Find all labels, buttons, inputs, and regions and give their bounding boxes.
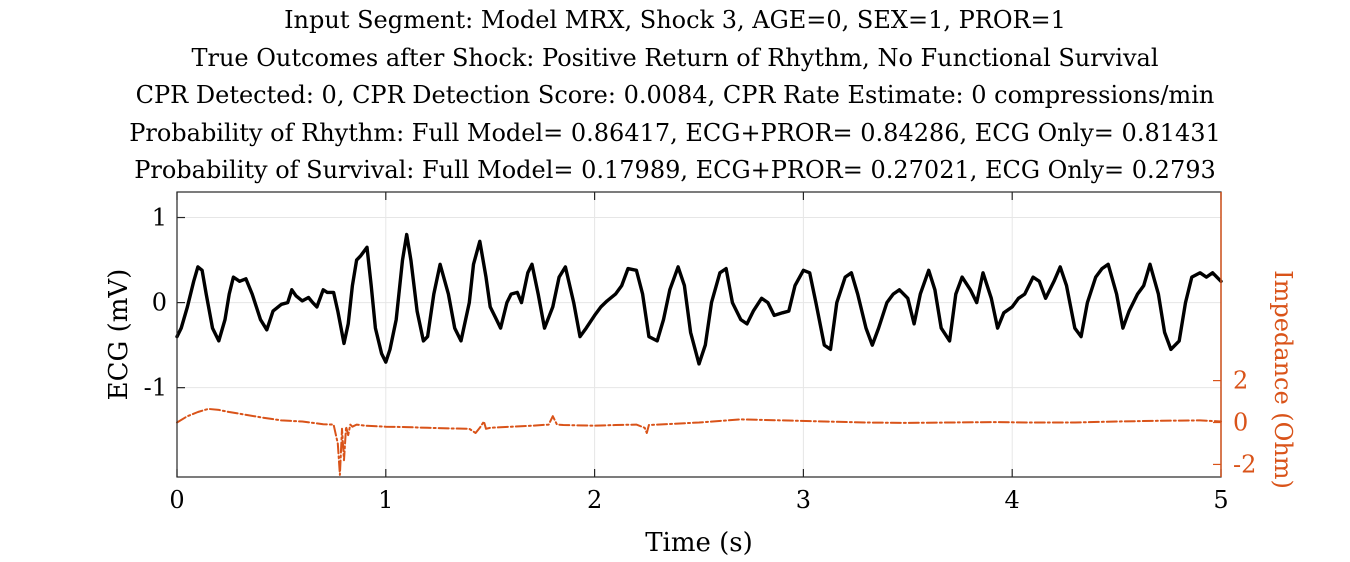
y-axis-right-label: Impedance (Ohm) — [1269, 270, 1297, 489]
y-left-tick-label: 1 — [152, 204, 167, 232]
impedance-series-line — [176, 407, 1222, 476]
x-tick-label: 0 — [169, 486, 184, 514]
x-tick-label: 2 — [587, 486, 602, 514]
y-left-tick-label: 0 — [152, 289, 167, 317]
x-tick-label: 5 — [1213, 486, 1228, 514]
ecg-series-line — [175, 232, 1223, 366]
y-right-tick-label: 0 — [1233, 409, 1248, 437]
y-right-tick-label: -2 — [1233, 450, 1256, 478]
x-tick-label: 4 — [1005, 486, 1020, 514]
y-left-tick-label: -1 — [144, 374, 167, 402]
title-line-4: Probability of Rhythm: Full Model= 0.864… — [129, 118, 1221, 147]
plot-area-frame — [176, 191, 1222, 478]
series-layer — [175, 232, 1223, 476]
y-axis-left-label: ECG (mV) — [104, 269, 134, 401]
x-tick-label: 3 — [796, 486, 811, 514]
ticks: 0 1 2 3 4 5 1 0 -1 2 0 -2 — [144, 192, 1256, 514]
title-line-5: Probability of Survival: Full Model= 0.1… — [134, 156, 1216, 184]
x-tick-label: 1 — [378, 486, 393, 514]
y-right-tick-label: 2 — [1233, 367, 1248, 395]
chart-title: Input Segment: Model MRX, Shock 3, AGE=0… — [0, 2, 1350, 190]
title-line-2: True Outcomes after Shock: Positive Retu… — [191, 43, 1159, 72]
title-line-1: Input Segment: Model MRX, Shock 3, AGE=0… — [284, 6, 1066, 34]
x-axis-label: Time (s) — [645, 528, 753, 558]
title-line-3: CPR Detected: 0, CPR Detection Score: 0.… — [135, 81, 1215, 109]
grid — [176, 192, 1222, 477]
